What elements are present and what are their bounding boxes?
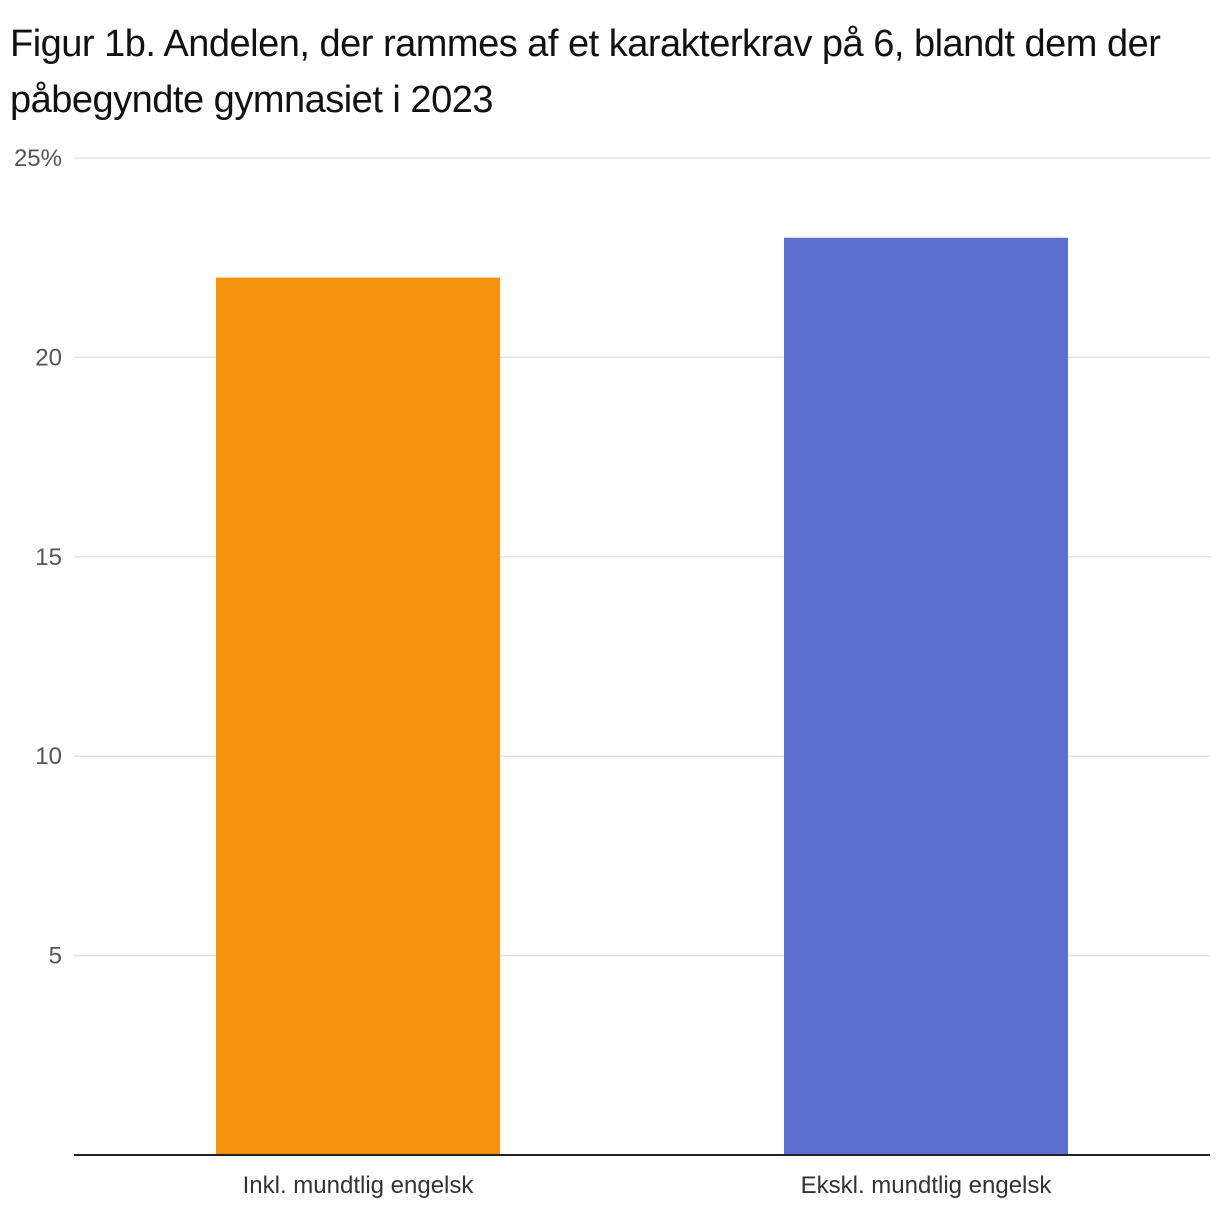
y-tick-label: 20 [35,344,62,371]
bar [216,277,500,1155]
y-axis-ticks: 5 10 15 20 25% [14,145,62,970]
bars [216,237,1068,1155]
x-category-label: Inkl. mundtlig engelsk [243,1172,475,1199]
y-tick-label: 15 [35,544,62,571]
y-tick-label: 10 [35,743,62,770]
y-tick-label: 25% [14,145,62,172]
y-tick-label: 5 [49,943,62,970]
x-category-label: Ekskl. mundtlig engelsk [801,1172,1053,1199]
bar [784,237,1068,1155]
chart-title: Figur 1b. Andelen, der rammes af et kara… [10,23,1161,121]
x-axis-labels: Inkl. mundtlig engelsk Ekskl. mundtlig en… [243,1172,1053,1199]
